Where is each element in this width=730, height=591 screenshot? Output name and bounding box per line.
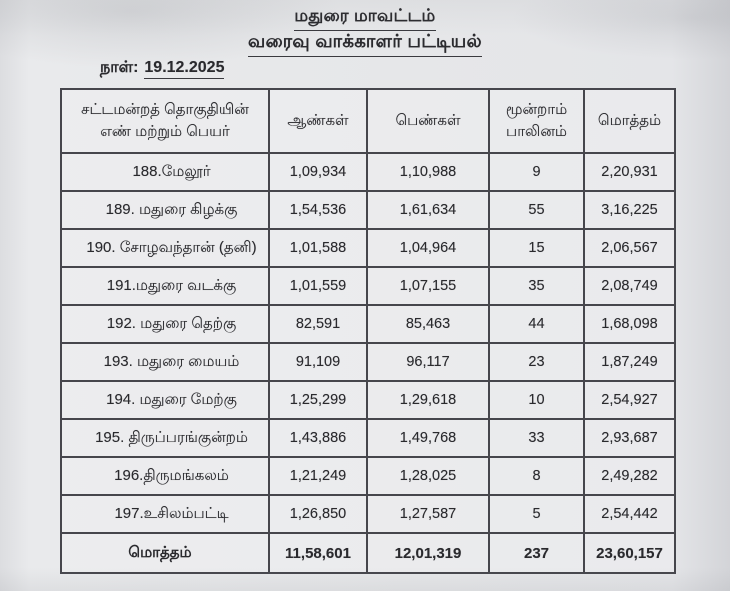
- total-third-gender-count: 237: [488, 532, 585, 574]
- header-males: ஆண்கள்: [268, 88, 368, 154]
- males-count: 1,43,886: [268, 418, 368, 458]
- header-constituency: சட்டமன்றத் தொகுதியின் எண் மற்றும் பெயர்: [60, 88, 270, 154]
- females-count: 1,27,587: [366, 494, 490, 534]
- third-gender-count: 55: [488, 190, 585, 230]
- voters-summary-table: சட்டமன்றத் தொகுதியின் எண் மற்றும் பெயர் …: [60, 88, 676, 574]
- table-row: 193. மதுரை மையம் 91,109 96,117 23 1,87,2…: [60, 342, 676, 382]
- document-title: மதுரை மாவட்டம்: [0, 6, 730, 31]
- total-females-count: 12,01,319: [366, 532, 490, 574]
- third-gender-count: 44: [488, 304, 585, 344]
- table-row: 197.உசிலம்பட்டி 1,26,850 1,27,587 5 2,54…: [60, 494, 676, 534]
- third-gender-count: 15: [488, 228, 585, 268]
- total-count: 2,49,282: [583, 456, 676, 496]
- males-count: 1,25,299: [268, 380, 368, 420]
- header-third-gender-line2: பாலினம்: [506, 123, 567, 140]
- total-count: 2,54,927: [583, 380, 676, 420]
- header-constituency-line1: சட்டமன்றத் தொகுதியின்: [81, 101, 249, 119]
- total-count: 3,16,225: [583, 190, 676, 230]
- third-gender-count: 33: [488, 418, 585, 458]
- third-gender-count: 35: [488, 266, 585, 306]
- third-gender-count: 5: [488, 494, 585, 534]
- males-count: 1,01,559: [268, 266, 368, 306]
- total-count: 2,54,442: [583, 494, 676, 534]
- females-count: 1,10,988: [366, 152, 490, 192]
- females-count: 1,07,155: [366, 266, 490, 306]
- table-row: 188.மேலூர் 1,09,934 1,10,988 9 2,20,931: [60, 152, 676, 192]
- total-count: 2,93,687: [583, 418, 676, 458]
- constituency-name: 190. சோழவந்தான் (தனி): [60, 228, 270, 268]
- document-title-text: மதுரை மாவட்டம்: [294, 6, 436, 31]
- header-third-gender-line1: மூன்றாம்: [505, 101, 568, 119]
- total-count: 2,06,567: [583, 228, 676, 268]
- males-count: 1,54,536: [268, 190, 368, 230]
- females-count: 1,29,618: [366, 380, 490, 420]
- header-total: மொத்தம்: [583, 88, 676, 154]
- males-count: 1,09,934: [268, 152, 368, 192]
- table-row: 190. சோழவந்தான் (தனி) 1,01,588 1,04,964 …: [60, 228, 676, 268]
- date-line: நாள்: 19.12.2025: [100, 58, 225, 79]
- females-count: 1,28,025: [366, 456, 490, 496]
- document-subtitle: வரைவு வாக்காளர் பட்டியல்: [0, 31, 730, 57]
- total-count: 1,68,098: [583, 304, 676, 344]
- males-count: 1,21,249: [268, 456, 368, 496]
- females-count: 1,49,768: [366, 418, 490, 458]
- total-count: 2,20,931: [583, 152, 676, 192]
- table-row: 196.திருமங்கலம் 1,21,249 1,28,025 8 2,49…: [60, 456, 676, 496]
- females-count: 1,61,634: [366, 190, 490, 230]
- table-row: 194. மதுரை மேற்கு 1,25,299 1,29,618 10 2…: [60, 380, 676, 420]
- third-gender-count: 23: [488, 342, 585, 382]
- males-count: 91,109: [268, 342, 368, 382]
- total-males-count: 11,58,601: [268, 532, 368, 574]
- constituency-name: 194. மதுரை மேற்கு: [60, 380, 270, 420]
- total-count: 2,08,749: [583, 266, 676, 306]
- males-count: 1,26,850: [268, 494, 368, 534]
- document-subtitle-text: வரைவு வாக்காளர் பட்டியல்: [248, 31, 482, 57]
- constituency-name: 195. திருப்பரங்குன்றம்: [60, 418, 270, 458]
- table-total-row: மொத்தம் 11,58,601 12,01,319 237 23,60,15…: [60, 532, 676, 574]
- constituency-name: 193. மதுரை மையம்: [60, 342, 270, 382]
- header-constituency-line2: எண் மற்றும் பெயர்: [100, 123, 230, 140]
- constituency-name: 192. மதுரை தெற்கு: [60, 304, 270, 344]
- males-count: 1,01,588: [268, 228, 368, 268]
- third-gender-count: 8: [488, 456, 585, 496]
- header-females: பெண்கள்: [366, 88, 490, 154]
- table-row: 192. மதுரை தெற்கு 82,591 85,463 44 1,68,…: [60, 304, 676, 344]
- table-header-row: சட்டமன்றத் தொகுதியின் எண் மற்றும் பெயர் …: [60, 88, 676, 154]
- table-row: 195. திருப்பரங்குன்றம் 1,43,886 1,49,768…: [60, 418, 676, 458]
- females-count: 1,04,964: [366, 228, 490, 268]
- constituency-name: 196.திருமங்கலம்: [60, 456, 270, 496]
- third-gender-count: 9: [488, 152, 585, 192]
- header-third-gender: மூன்றாம் பாலினம்: [488, 88, 585, 154]
- males-count: 82,591: [268, 304, 368, 344]
- constituency-name: 191.மதுரை வடக்கு: [60, 266, 270, 306]
- constituency-name: 188.மேலூர்: [60, 152, 270, 192]
- grand-total-count: 23,60,157: [583, 532, 676, 574]
- total-count: 1,87,249: [583, 342, 676, 382]
- table-row: 189. மதுரை கிழக்கு 1,54,536 1,61,634 55 …: [60, 190, 676, 230]
- table-row: 191.மதுரை வடக்கு 1,01,559 1,07,155 35 2,…: [60, 266, 676, 306]
- date-label: நாள்:: [100, 59, 139, 76]
- total-row-label: மொத்தம்: [60, 532, 270, 574]
- constituency-name: 197.உசிலம்பட்டி: [60, 494, 270, 534]
- females-count: 85,463: [366, 304, 490, 344]
- females-count: 96,117: [366, 342, 490, 382]
- date-value: 19.12.2025: [144, 59, 225, 79]
- constituency-name: 189. மதுரை கிழக்கு: [60, 190, 270, 230]
- third-gender-count: 10: [488, 380, 585, 420]
